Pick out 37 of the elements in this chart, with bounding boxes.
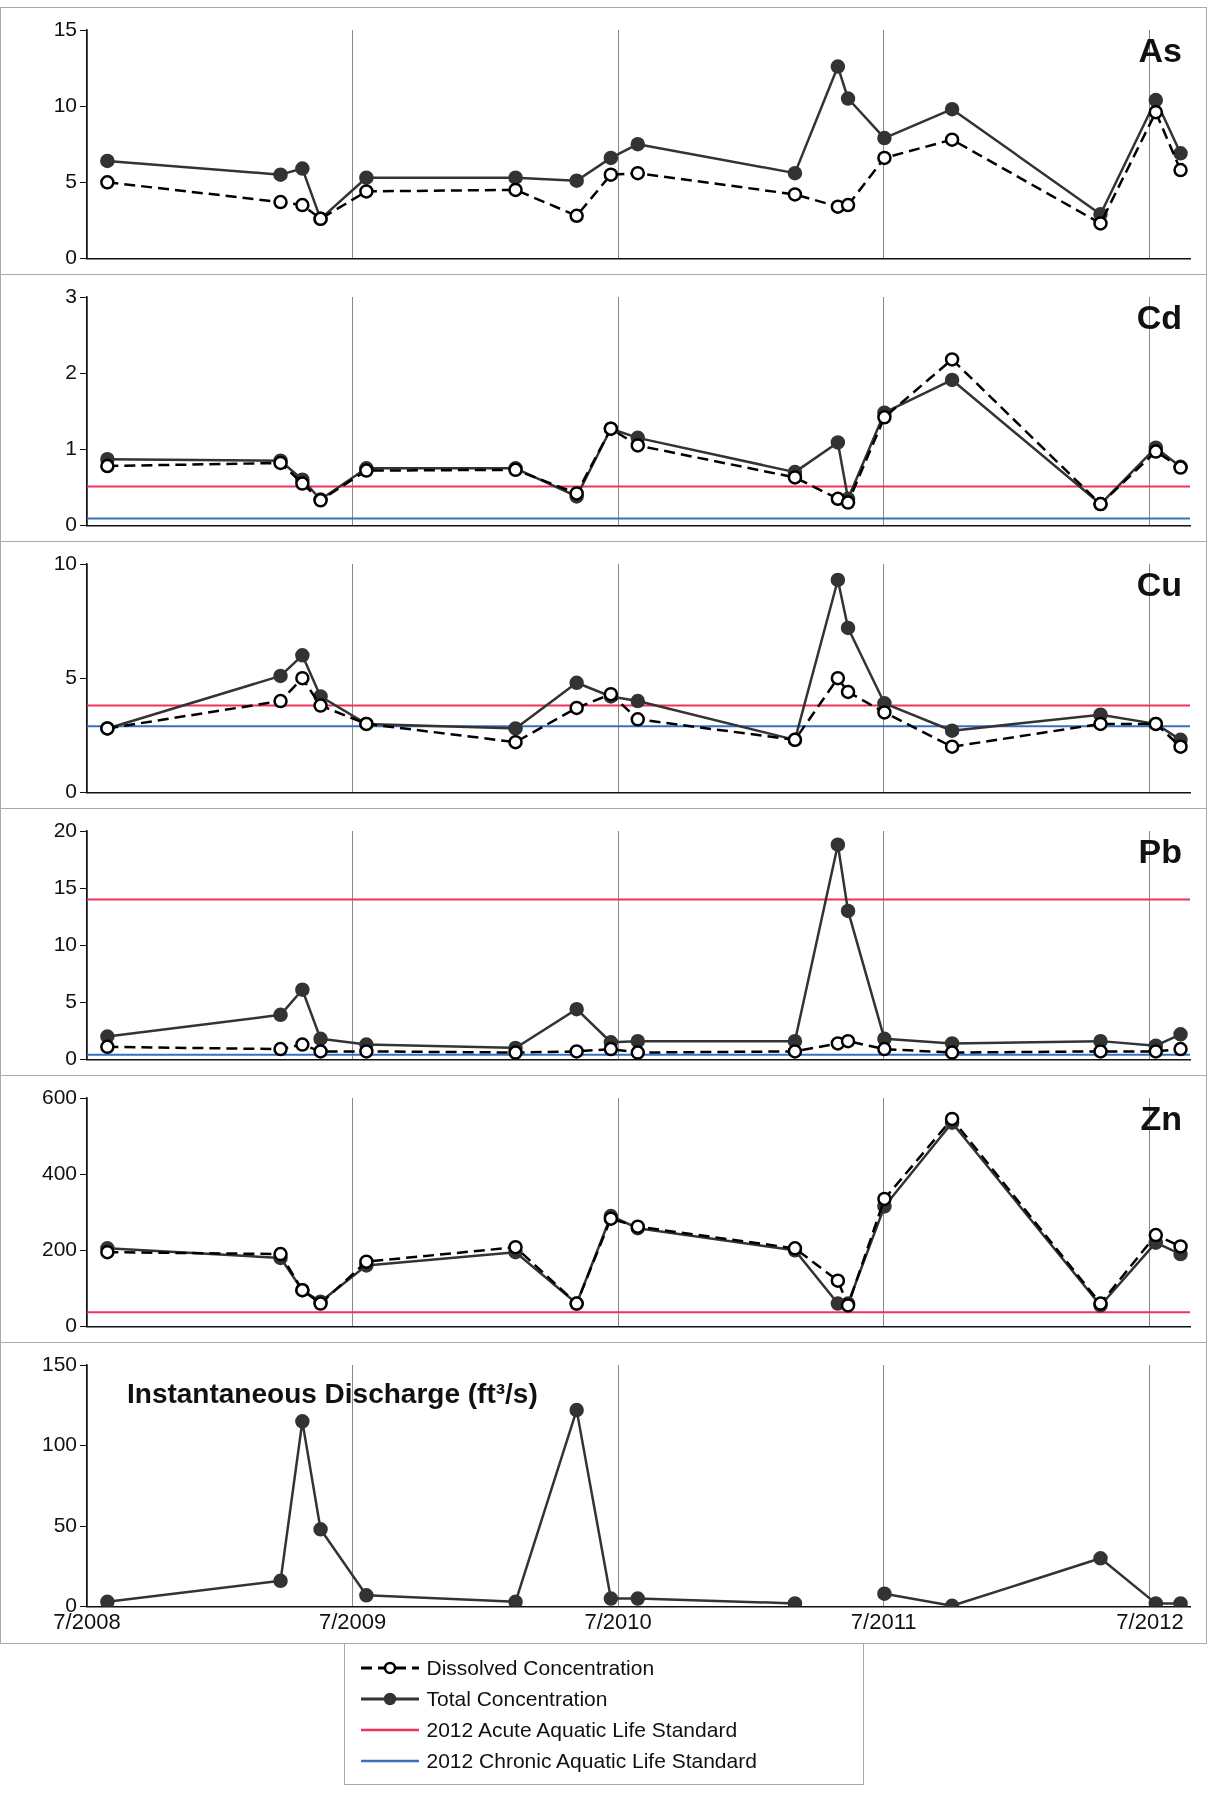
legend-label: 2012 Acute Aquatic Life Standard bbox=[426, 1717, 738, 1742]
x-tick-label: 7/2011 bbox=[850, 1608, 917, 1634]
chart-title: Pb bbox=[1138, 832, 1182, 871]
chart-title: Zn bbox=[1140, 1099, 1182, 1138]
legend-label: Dissolved Concentration bbox=[426, 1655, 655, 1680]
y-tick-label: 5 bbox=[65, 989, 77, 1013]
y-tick-label: 10 bbox=[53, 550, 77, 574]
y-tick-label: 15 bbox=[53, 874, 77, 898]
y-tick-label: 3 bbox=[65, 283, 77, 307]
chart-title: As bbox=[1138, 31, 1182, 70]
y-tick-label: 0 bbox=[65, 245, 77, 269]
y-tick-label: 15 bbox=[53, 16, 77, 40]
y-tick-label: 5 bbox=[65, 665, 77, 688]
y-tick-label: 50 bbox=[53, 1512, 77, 1536]
legend-label: Total Concentration bbox=[426, 1686, 608, 1711]
x-tick-label: 7/2010 bbox=[584, 1608, 652, 1634]
x-tick-label: 7/2012 bbox=[1116, 1608, 1184, 1634]
chart-title: Cu bbox=[1136, 565, 1182, 604]
y-tick-label: 200 bbox=[41, 1237, 77, 1261]
y-tick-label: 400 bbox=[41, 1160, 77, 1184]
y-tick-label: 10 bbox=[53, 92, 77, 116]
chart-title: Cd bbox=[1136, 298, 1182, 337]
x-tick-label: 7/2009 bbox=[318, 1608, 387, 1634]
y-tick-label: 5 bbox=[65, 169, 77, 193]
y-tick-label: 0 bbox=[65, 1313, 77, 1337]
y-tick-label: 0 bbox=[65, 1046, 77, 1070]
y-tick-label: 100 bbox=[41, 1432, 77, 1456]
y-tick-label: 0 bbox=[65, 512, 77, 536]
y-tick-label: 10 bbox=[53, 932, 77, 955]
y-tick-label: 1 bbox=[65, 436, 77, 460]
chart-title: Instantaneous Discharge (ft³/s) bbox=[127, 1377, 538, 1409]
y-tick-label: 0 bbox=[65, 779, 77, 803]
y-tick-label: 600 bbox=[41, 1084, 77, 1108]
y-tick-label: 150 bbox=[41, 1351, 77, 1375]
y-tick-label: 2 bbox=[65, 359, 77, 383]
y-tick-label: 20 bbox=[53, 817, 77, 841]
legend-label: 2012 Chronic Aquatic Life Standard bbox=[426, 1748, 757, 1773]
